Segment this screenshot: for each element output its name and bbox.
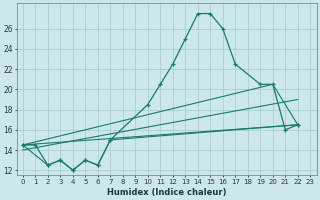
X-axis label: Humidex (Indice chaleur): Humidex (Indice chaleur)	[107, 188, 226, 197]
